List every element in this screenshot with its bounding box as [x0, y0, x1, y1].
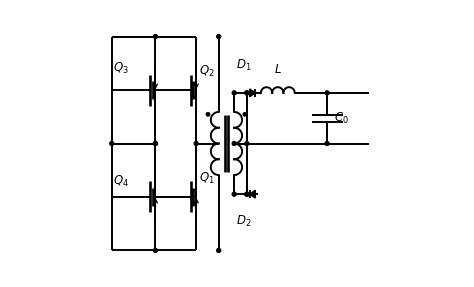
Circle shape: [245, 192, 249, 196]
Text: $Q_1$: $Q_1$: [199, 170, 215, 186]
Circle shape: [154, 141, 157, 146]
Circle shape: [217, 249, 221, 253]
Circle shape: [245, 91, 249, 95]
Circle shape: [245, 141, 249, 146]
Circle shape: [325, 141, 329, 146]
Circle shape: [232, 91, 236, 95]
Text: $L$: $L$: [274, 63, 282, 76]
Text: $Q_3$: $Q_3$: [113, 61, 129, 76]
Text: $C_0$: $C_0$: [334, 110, 349, 126]
Circle shape: [245, 91, 249, 95]
Circle shape: [325, 91, 329, 95]
Circle shape: [154, 34, 157, 38]
Text: $Q_2$: $Q_2$: [199, 64, 215, 79]
Polygon shape: [250, 190, 255, 198]
Text: $D_2$: $D_2$: [237, 214, 252, 229]
Circle shape: [154, 249, 157, 253]
Circle shape: [206, 113, 210, 116]
Circle shape: [232, 192, 236, 196]
Circle shape: [110, 141, 114, 146]
Circle shape: [232, 141, 236, 146]
Circle shape: [243, 113, 246, 116]
Circle shape: [154, 141, 157, 146]
Text: $D_1$: $D_1$: [236, 58, 252, 73]
Circle shape: [194, 141, 198, 146]
Polygon shape: [250, 89, 255, 97]
Circle shape: [245, 192, 249, 196]
Circle shape: [217, 34, 221, 38]
Text: $Q_4$: $Q_4$: [113, 173, 129, 189]
